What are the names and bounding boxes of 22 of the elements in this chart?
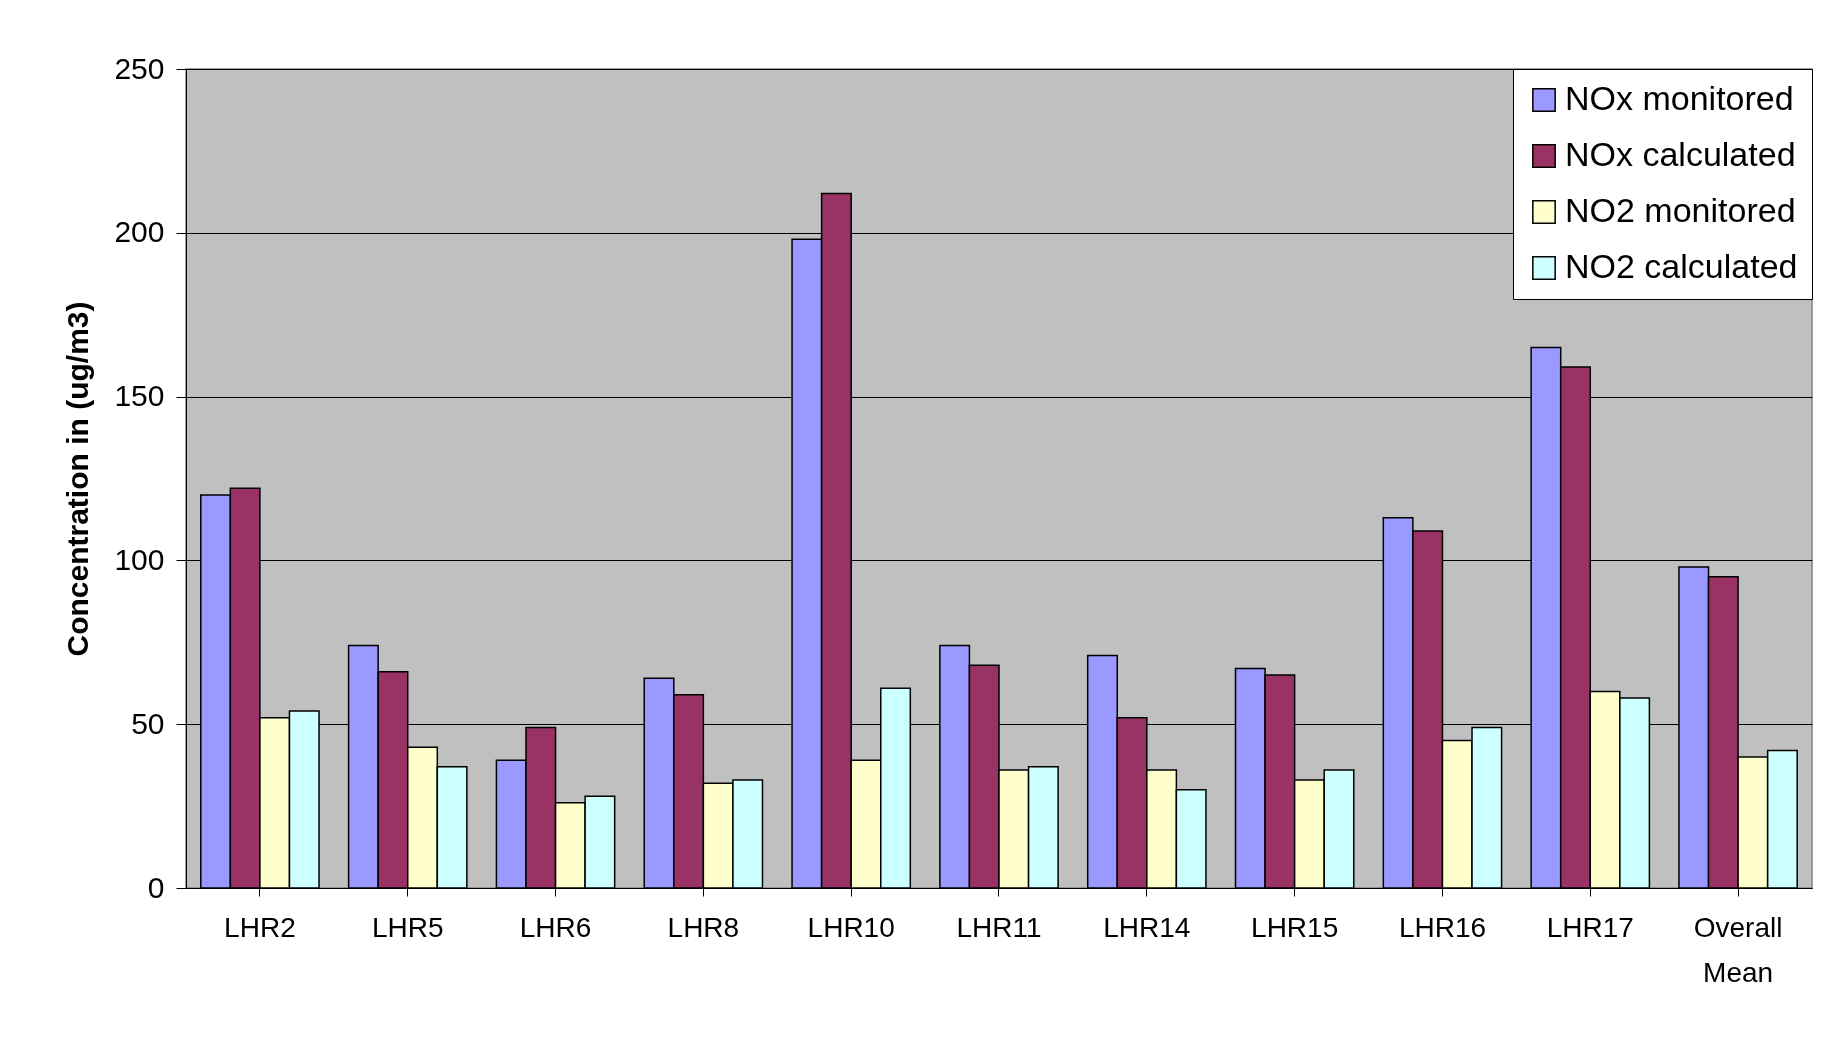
x-tick-label: LHR15 [1251,911,1339,943]
x-tick-label: LHR8 [667,911,740,943]
x-tick-label: LHR11 [956,911,1042,943]
x-tick-label: Overall Mean [1693,911,1783,988]
legend-label: NOx calculated [1565,135,1796,173]
x-tick-label: LHR6 [519,911,592,943]
x-tick-label: LHR2 [224,911,296,943]
x-tick-label: LHR17 [1546,911,1634,943]
legend-label: NOx monitored [1565,79,1794,117]
x-tick-label: LHR16 [1398,911,1487,943]
y-tick-label: 150 [114,379,165,413]
y-axis-title: Concentration in (ug/m3) [61,301,95,657]
legend-label: NO2 calculated [1565,247,1798,285]
y-tick-label: 250 [114,51,165,85]
y-tick-label: 100 [114,542,165,576]
y-tick-label: 50 [131,706,165,740]
y-tick-label: 0 [147,870,165,904]
x-tick-label: LHR5 [371,911,444,943]
y-tick-label: 200 [114,215,165,249]
legend-label: NO2 monitored [1565,191,1796,229]
x-tick-label: LHR10 [807,911,895,943]
x-tick-label: LHR14 [1103,911,1191,943]
